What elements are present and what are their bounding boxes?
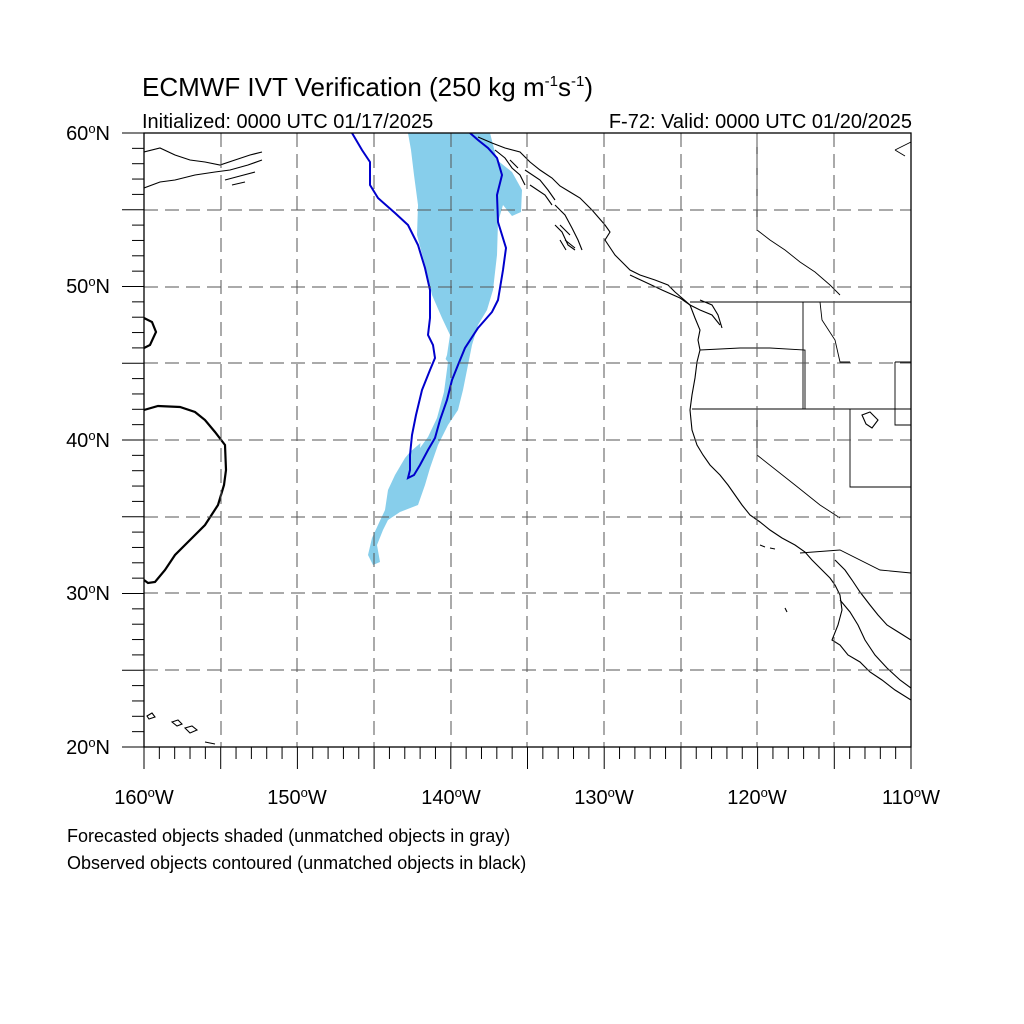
lon-label-150w: 150oW: [267, 785, 327, 809]
lat-label-50n: 50oN: [66, 274, 110, 298]
observed-legend-note: Observed objects contoured (unmatched ob…: [67, 853, 527, 873]
lon-label-110w: 110oW: [881, 785, 940, 809]
coastlines: [144, 136, 911, 745]
forecast-ivt-object: [368, 133, 522, 565]
lon-label-130w: 130oW: [574, 785, 634, 809]
gridlines: [144, 133, 911, 747]
lat-label-20n: 20oN: [66, 735, 110, 759]
lat-label-40n: 40oN: [66, 428, 110, 452]
lat-label-30n: 30oN: [66, 581, 110, 605]
map-title: ECMWF IVT Verification (250 kg m-1s-1): [142, 72, 593, 102]
initialized-time: Initialized: 0000 UTC 01/17/2025: [142, 111, 434, 133]
valid-time: F-72: Valid: 0000 UTC 01/20/2025: [608, 111, 912, 133]
axis-ticks: [122, 132, 912, 769]
forecast-object-gap: [420, 352, 448, 448]
lon-label-160w: 160oW: [114, 785, 174, 809]
forecast-legend-note: Forecasted objects shaded (unmatched obj…: [67, 826, 511, 846]
observed-ivt-contour: [351, 133, 508, 480]
political-borders: [690, 133, 911, 574]
lon-label-140w: 140oW: [421, 785, 481, 809]
lon-label-120w: 120oW: [727, 785, 787, 809]
unmatched-object-left: [144, 317, 228, 585]
lat-label-60n: 60oN: [66, 121, 110, 145]
